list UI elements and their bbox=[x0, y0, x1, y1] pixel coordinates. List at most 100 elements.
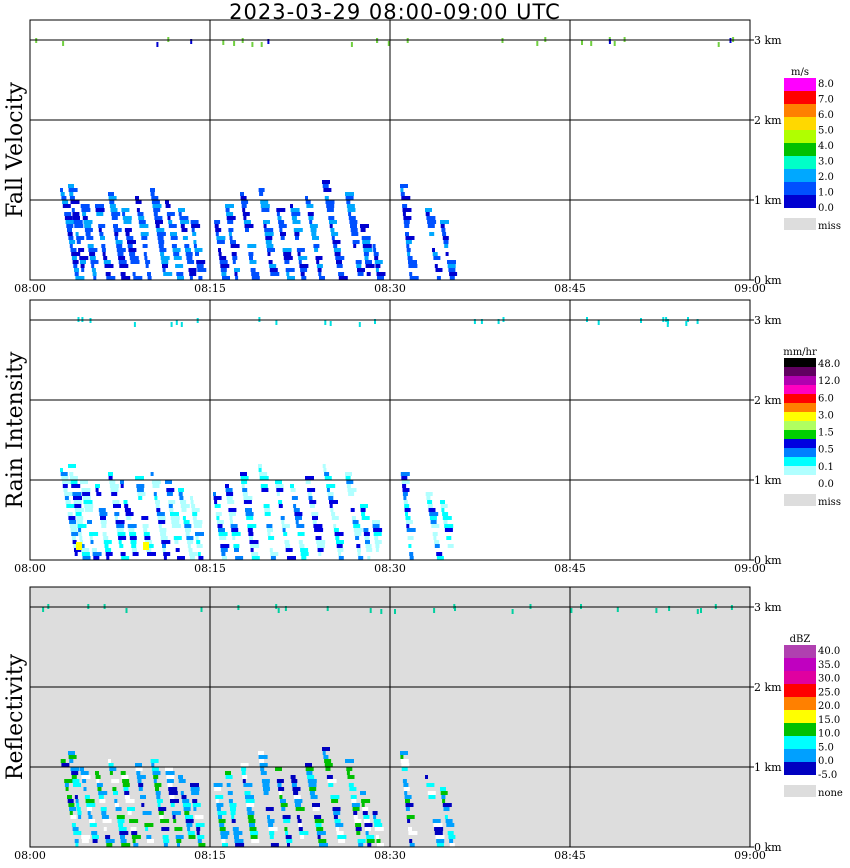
echo-cell bbox=[88, 248, 98, 252]
echo-cell bbox=[88, 815, 93, 819]
echo-cell bbox=[402, 204, 408, 208]
echo-cell bbox=[222, 276, 230, 280]
echo-cell bbox=[225, 484, 229, 488]
echo-cell bbox=[109, 200, 115, 204]
echo-cell bbox=[115, 520, 125, 524]
echo-cell bbox=[225, 204, 234, 208]
legend-swatch bbox=[784, 412, 816, 421]
echo-cell bbox=[279, 795, 283, 799]
echo-cell bbox=[284, 606, 287, 611]
echo-cell bbox=[109, 480, 116, 484]
echo-cell bbox=[193, 240, 197, 244]
echo-cell bbox=[295, 803, 301, 807]
legend-swatch bbox=[784, 182, 816, 195]
echo-cell bbox=[364, 823, 373, 827]
echo-cell bbox=[229, 803, 237, 807]
echo-cell bbox=[259, 763, 268, 767]
echo-cell bbox=[291, 216, 297, 220]
echo-cell bbox=[118, 536, 127, 540]
echo-cell bbox=[353, 244, 357, 248]
echo-cell bbox=[234, 835, 239, 839]
echo-cell bbox=[95, 204, 104, 208]
echo-cell bbox=[181, 508, 187, 512]
echo-cell bbox=[102, 532, 107, 536]
echo-cell bbox=[407, 256, 413, 260]
echo-cell bbox=[326, 775, 333, 779]
echo-cell bbox=[405, 512, 408, 516]
echo-cell bbox=[432, 819, 441, 823]
echo-cell bbox=[195, 532, 204, 536]
echo-cell bbox=[74, 504, 82, 508]
echo-cell bbox=[108, 472, 113, 476]
echo-cell bbox=[405, 240, 412, 244]
echo-cell bbox=[269, 268, 278, 272]
echo-cell bbox=[77, 524, 87, 528]
echo-cell bbox=[345, 196, 354, 200]
echo-cell bbox=[310, 795, 318, 799]
echo-cell bbox=[103, 256, 108, 260]
echo-cell bbox=[235, 556, 244, 560]
echo-cell bbox=[360, 791, 366, 795]
echo-cell bbox=[314, 528, 324, 532]
echo-cell bbox=[259, 472, 268, 476]
echo-cell bbox=[298, 827, 303, 831]
echo-cell bbox=[165, 200, 169, 204]
echo-cell bbox=[185, 532, 190, 536]
echo-cell bbox=[309, 787, 317, 791]
echo-cell bbox=[299, 544, 305, 548]
echo-cell bbox=[294, 232, 300, 236]
echo-cell bbox=[250, 548, 254, 552]
echo-cell bbox=[326, 484, 336, 488]
echo-cell bbox=[442, 799, 446, 803]
echo-cell bbox=[352, 807, 360, 811]
echo-cell bbox=[216, 516, 220, 520]
echo-cell bbox=[323, 188, 332, 192]
echo-cell bbox=[98, 224, 106, 228]
echo-cell bbox=[89, 256, 96, 260]
echo-cell bbox=[42, 607, 45, 612]
echo-cell bbox=[316, 831, 326, 835]
echo-cell bbox=[261, 208, 270, 212]
echo-cell bbox=[363, 252, 369, 256]
echo-cell bbox=[98, 791, 108, 795]
legend-swatch bbox=[784, 195, 816, 208]
echo-cell bbox=[440, 220, 449, 224]
echo-cell bbox=[275, 767, 282, 771]
echo-cell bbox=[400, 472, 410, 476]
echo-cell bbox=[242, 212, 250, 216]
echo-cell bbox=[219, 260, 228, 264]
echo-cell bbox=[147, 839, 154, 843]
echo-cell bbox=[60, 192, 65, 196]
echo-cell bbox=[214, 787, 222, 791]
legend-label: 1.5 bbox=[818, 428, 834, 439]
echo-cell bbox=[292, 220, 301, 224]
echo-cell bbox=[331, 236, 335, 240]
echo-cell bbox=[105, 552, 113, 556]
echo-cell bbox=[338, 552, 342, 556]
echo-cell bbox=[334, 532, 344, 536]
echo-cell bbox=[216, 803, 224, 807]
echo-cell bbox=[366, 839, 375, 843]
echo-cell bbox=[345, 476, 351, 480]
echo-cell bbox=[233, 544, 240, 548]
echo-cell bbox=[137, 779, 142, 783]
echo-cell bbox=[300, 548, 309, 552]
echo-cell bbox=[132, 839, 136, 843]
echo-cell bbox=[232, 536, 236, 540]
echo-cell bbox=[267, 252, 271, 256]
echo-cell bbox=[89, 819, 96, 823]
echo-cell bbox=[408, 831, 418, 835]
echo-cell bbox=[347, 488, 357, 492]
echo-cell bbox=[434, 264, 438, 268]
echo-cell bbox=[100, 520, 107, 524]
echo-cell bbox=[112, 787, 117, 791]
echo-cell bbox=[174, 540, 179, 544]
echo-cell bbox=[73, 496, 82, 500]
echo-cell bbox=[141, 803, 145, 807]
echo-cell bbox=[136, 484, 145, 488]
x-tick-label: 08:30 bbox=[374, 562, 406, 575]
echo-cell bbox=[101, 524, 107, 528]
echo-cell bbox=[99, 232, 104, 236]
echo-cell bbox=[309, 500, 317, 504]
echo-cell bbox=[171, 811, 181, 815]
